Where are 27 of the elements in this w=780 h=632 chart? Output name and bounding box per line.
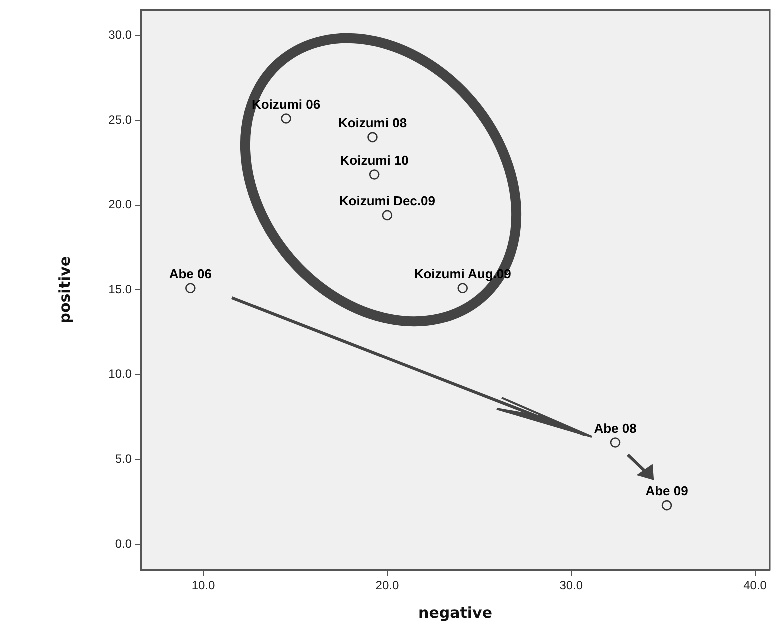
- point: [610, 438, 621, 448]
- y-tick-label: 5.0: [115, 452, 132, 466]
- x-tick-label: 30.0: [560, 578, 584, 593]
- y-tick-label: 25.0: [108, 112, 132, 127]
- series-label: Koizumi 10: [340, 152, 409, 168]
- y-axis-title: positive: [56, 256, 74, 324]
- y-tick-label: 15.0: [108, 282, 132, 296]
- y-tick-label: 0.0: [115, 536, 132, 551]
- y-tick-label: 10.0: [108, 367, 132, 382]
- x-tick-label: 20.0: [376, 578, 400, 593]
- point: [662, 500, 672, 511]
- point: [281, 114, 292, 124]
- series-label: Koizumi Dec.09: [339, 194, 436, 209]
- point: [186, 283, 196, 294]
- x-axis-title: negative: [418, 604, 492, 622]
- series-label: Abe 09: [646, 484, 688, 499]
- x-tick-label: 10.0: [192, 578, 216, 593]
- y-tick-label: 30.0: [108, 28, 132, 42]
- point: [458, 283, 468, 294]
- y-tick-label: 20.0: [108, 198, 132, 212]
- point: [369, 170, 380, 180]
- series-label: Koizumi 08: [338, 116, 408, 131]
- series-label: Abe 06: [169, 266, 212, 282]
- point: [382, 210, 393, 221]
- series-label: Abe 08: [594, 420, 637, 436]
- x-tick-label: 40.0: [744, 578, 768, 593]
- point: [368, 132, 378, 143]
